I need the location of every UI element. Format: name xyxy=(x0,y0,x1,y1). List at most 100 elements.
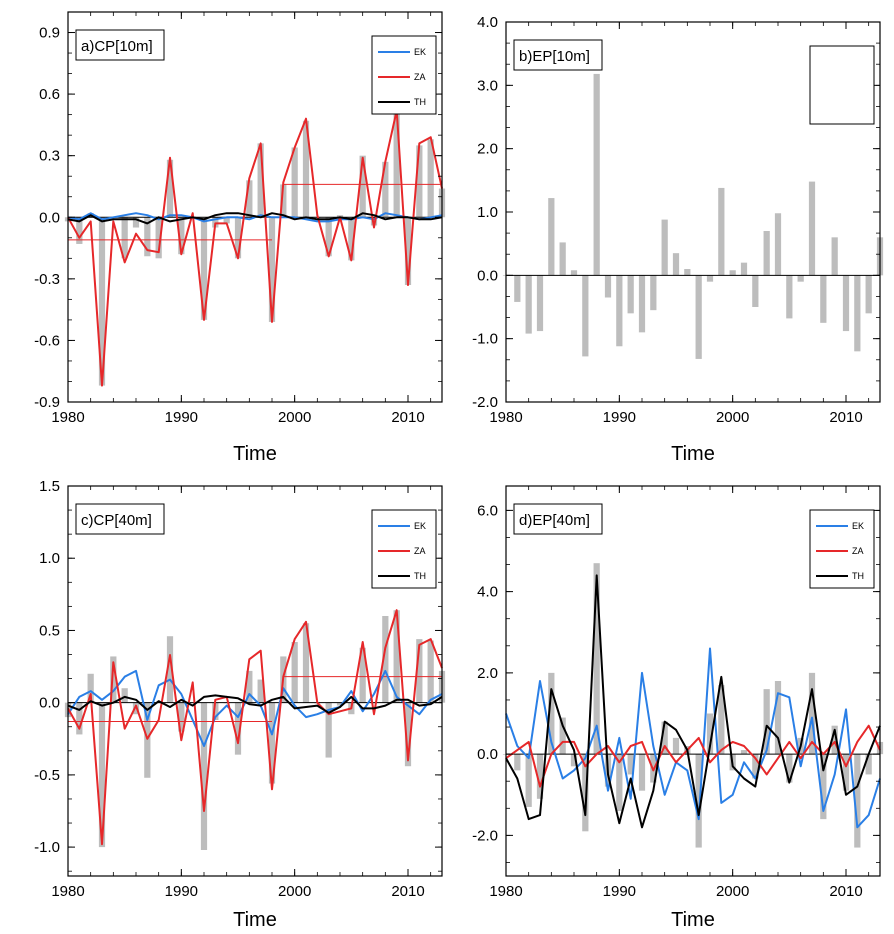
bar xyxy=(842,754,850,791)
x-tick-label: 2000 xyxy=(716,409,749,426)
x-tick-label: 1990 xyxy=(603,409,636,426)
panel-title-box xyxy=(513,503,603,535)
legend-label-ek: EK xyxy=(414,521,426,531)
bar xyxy=(854,754,861,848)
bar xyxy=(234,217,242,259)
bar xyxy=(246,180,253,218)
bar xyxy=(200,217,208,320)
x-tick-label: 1990 xyxy=(165,883,198,900)
plot-frame xyxy=(505,485,881,877)
y-tick-label: 0.6 xyxy=(39,86,60,103)
bar xyxy=(336,702,344,706)
y-tick-label: -0.3 xyxy=(34,271,60,288)
legend-label-ek: EK xyxy=(414,47,426,57)
series-line-za xyxy=(505,724,881,788)
bar xyxy=(359,155,366,218)
bar xyxy=(404,217,412,285)
x-axis-label: Time xyxy=(671,443,715,465)
x-tick-label: 2010 xyxy=(829,883,862,900)
bar xyxy=(212,217,219,228)
legend-label-za: ZA xyxy=(852,546,864,556)
x-tick-label: 1980 xyxy=(489,409,522,426)
bar xyxy=(820,275,827,323)
bar xyxy=(706,713,714,755)
bar xyxy=(627,275,634,314)
bar xyxy=(661,219,668,276)
bar xyxy=(525,754,532,807)
bar xyxy=(786,275,793,319)
bar xyxy=(416,145,423,218)
series-line-th xyxy=(505,574,881,829)
series-line-za xyxy=(67,109,443,387)
legend-box xyxy=(809,45,875,125)
bar xyxy=(650,275,657,311)
bar xyxy=(842,275,850,332)
bar xyxy=(536,275,544,332)
bar xyxy=(132,217,140,228)
bar xyxy=(427,139,434,218)
bar xyxy=(257,679,264,703)
panel-title-box xyxy=(75,29,165,61)
bar xyxy=(604,275,612,298)
y-tick-label: 1.5 xyxy=(39,478,60,495)
bar xyxy=(548,198,555,276)
legend-label-th: TH xyxy=(414,571,426,581)
x-tick-label: 2000 xyxy=(716,883,749,900)
bar xyxy=(268,702,276,784)
y-tick-label: 0.9 xyxy=(39,25,60,42)
bar xyxy=(234,702,242,755)
panel-4: -2.0 0.0 2.0 4.0 6.0 1980 1990 2000 2010 Time d)EP… xyxy=(472,485,884,931)
bar xyxy=(121,688,128,703)
y-tick-label: -0.6 xyxy=(34,332,60,349)
panel-title: d)EP[40m] xyxy=(519,512,590,529)
bar xyxy=(774,681,782,755)
bar xyxy=(302,623,310,703)
y-tick-label: 2.0 xyxy=(477,665,498,682)
bar xyxy=(865,275,872,314)
y-tick-label: 0.3 xyxy=(39,148,60,165)
bar xyxy=(695,275,702,359)
bar xyxy=(246,670,253,703)
bar xyxy=(684,269,691,276)
bar xyxy=(786,754,793,783)
bar xyxy=(752,754,759,779)
bar xyxy=(514,275,521,302)
bar xyxy=(808,181,816,276)
bar xyxy=(325,217,332,257)
legend-label-za: ZA xyxy=(414,72,426,82)
y-tick-label: 1.0 xyxy=(39,550,60,567)
bar xyxy=(774,213,782,276)
bar xyxy=(582,275,589,357)
x-tick-label: 2010 xyxy=(829,409,862,426)
x-tick-label: 1980 xyxy=(51,883,84,900)
y-tick-label: 6.0 xyxy=(477,502,498,519)
bar xyxy=(820,754,827,820)
legend xyxy=(809,45,875,125)
y-tick-label: 4.0 xyxy=(477,14,498,31)
bar xyxy=(718,685,725,755)
bar xyxy=(854,275,861,352)
y-tick-label: 0.0 xyxy=(477,746,498,763)
y-tick-label: -2.0 xyxy=(472,827,498,844)
panel-2: -2.0 -1.0 0.0 1.0 2.0 3.0 4.0 1980 1990 2000 2010 T… xyxy=(472,14,884,465)
bar xyxy=(582,754,589,832)
bar xyxy=(87,673,94,703)
y-tick-label: -1.0 xyxy=(34,839,60,856)
bar xyxy=(831,725,838,755)
bar xyxy=(525,275,532,334)
x-tick-label: 1980 xyxy=(489,883,522,900)
bar xyxy=(212,702,219,720)
bar xyxy=(121,217,128,259)
series-line-za xyxy=(67,609,443,846)
panel-title-box xyxy=(75,503,165,535)
bar xyxy=(280,184,287,218)
bar xyxy=(638,275,646,333)
bar xyxy=(336,215,344,218)
bar xyxy=(661,721,668,755)
bar xyxy=(616,275,623,347)
bar xyxy=(393,610,400,703)
x-tick-label: 2000 xyxy=(278,409,311,426)
y-tick-label: -0.5 xyxy=(34,767,60,784)
y-tick-label: 3.0 xyxy=(477,77,498,94)
bar xyxy=(729,270,736,276)
